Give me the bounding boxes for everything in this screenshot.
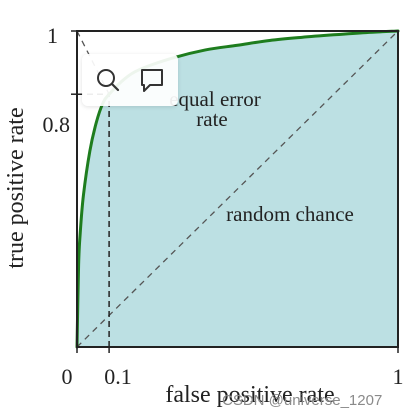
random-chance-line (76, 30, 399, 348)
x-axis-label: false positive rate (165, 382, 334, 408)
random-chance-annotation: random chance (226, 202, 354, 226)
x-tick-0-1: 0.1 (104, 364, 132, 389)
search-icon[interactable] (92, 64, 124, 96)
floating-toolbar (82, 54, 178, 106)
equal-error-annotation-line2: rate (196, 107, 227, 131)
y-tick-0-8: 0.8 (43, 112, 71, 137)
plot-frame (76, 30, 399, 348)
watermark: CSDN @universe_1207 (222, 392, 382, 409)
x-tick-1: 1 (393, 364, 404, 389)
plot-area (71, 29, 400, 353)
equal-error-annotation-line1: equal error (169, 87, 261, 111)
y-axis-label: true positive rate (3, 107, 29, 268)
comment-icon[interactable] (136, 64, 168, 96)
y-tick-1: 1 (47, 23, 58, 48)
x-tick-0: 0 (62, 364, 73, 389)
